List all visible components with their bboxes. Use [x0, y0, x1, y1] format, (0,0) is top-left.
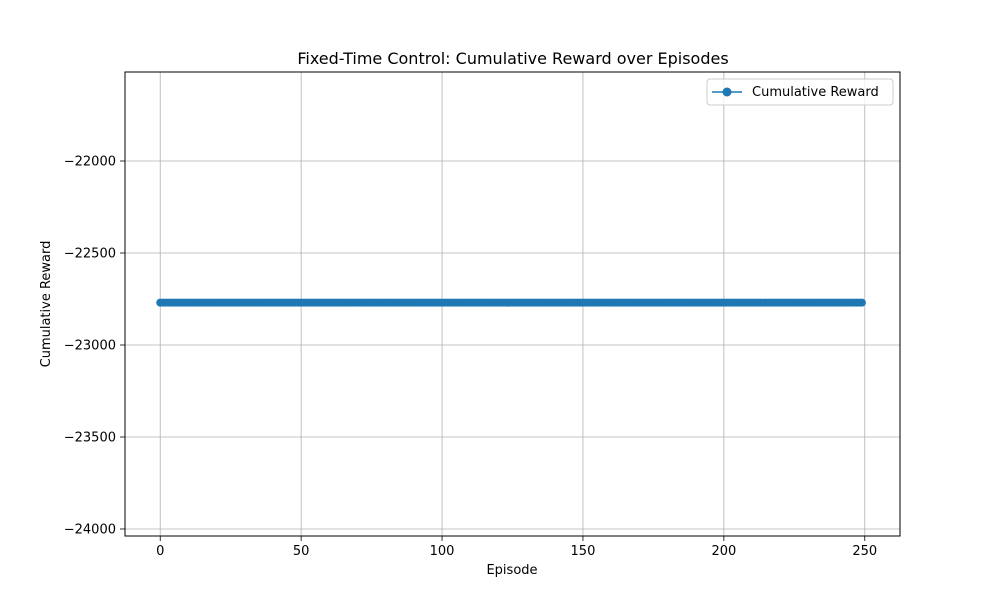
x-tick-label: 50: [293, 544, 310, 559]
y-tick-label: −22000: [64, 155, 116, 170]
x-tick-label: 200: [711, 544, 736, 559]
x-tick-label: 0: [156, 544, 164, 559]
y-tick-label: −22500: [64, 247, 116, 262]
y-tick-label: −23000: [64, 339, 116, 354]
x-axis: 0 50 100 150 200 250: [156, 536, 877, 559]
legend-marker-sample: [722, 87, 732, 97]
x-tick-label: 150: [571, 544, 596, 559]
chart-title: Fixed-Time Control: Cumulative Reward ov…: [297, 49, 728, 68]
legend: Cumulative Reward: [706, 78, 894, 106]
x-tick-label: 250: [852, 544, 877, 559]
legend-entry-label: Cumulative Reward: [752, 85, 879, 100]
y-axis-label: Cumulative Reward: [39, 241, 54, 368]
x-tick-label: 100: [430, 544, 455, 559]
series-layer: [156, 298, 866, 307]
x-axis-label: Episode: [486, 563, 537, 578]
y-tick-label: −24000: [64, 523, 116, 538]
y-axis: −24000 −23500 −23000 −22500 −22000: [64, 155, 125, 538]
y-tick-label: −23500: [64, 431, 116, 446]
data-point: [857, 298, 866, 307]
legend-box: [706, 78, 894, 106]
plot-frame: [124, 71, 901, 537]
